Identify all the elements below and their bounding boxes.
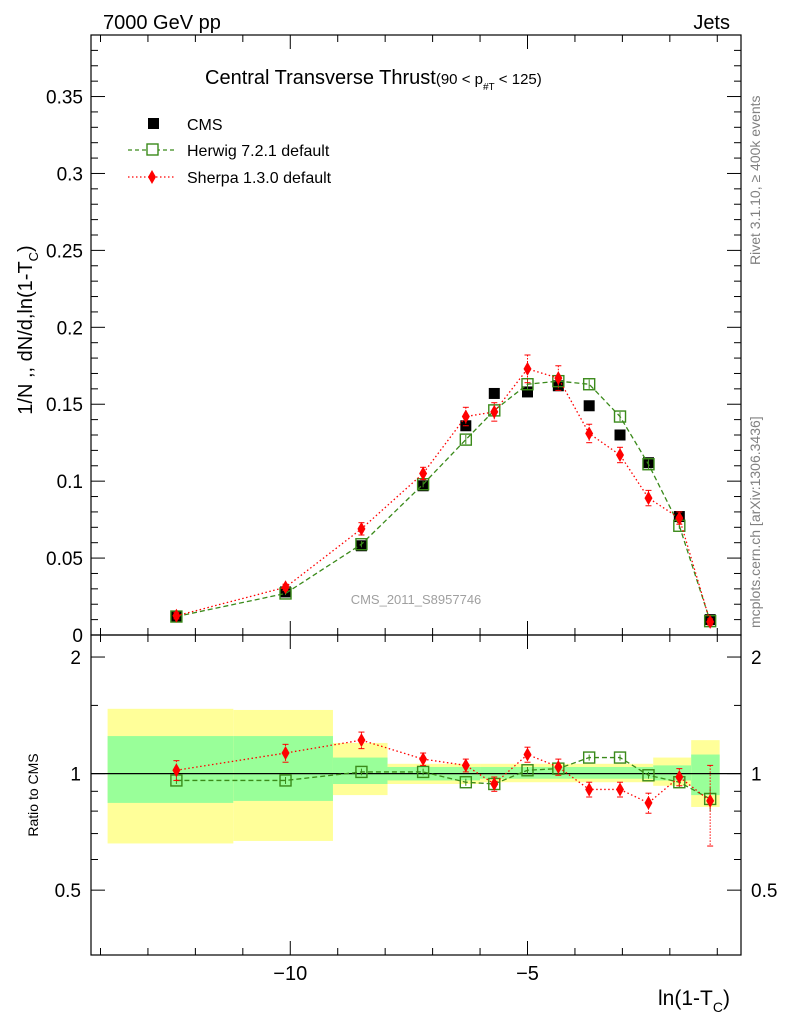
- main-ytick-label: 0.05: [46, 549, 83, 570]
- ratio-band-green-0: [107, 736, 234, 803]
- main-herwig-point: [582, 378, 596, 391]
- ratio-ytick-label-left: 1: [70, 765, 81, 786]
- x-label-sub: C: [713, 999, 723, 1015]
- chart-title-main: Central Transverse Thrust: [205, 67, 436, 89]
- x-tick-label: −5: [516, 963, 539, 985]
- ratio-sherpa-point: [644, 795, 653, 810]
- ratio-sherpa-point: [172, 763, 181, 778]
- legend-marker-sherpa: [148, 170, 156, 184]
- ratio-sherpa-point: [490, 776, 499, 791]
- main-ytick-label: 0: [72, 626, 83, 647]
- main-cms-point: [488, 387, 500, 399]
- legend-marker-herwig: [146, 143, 159, 156]
- main-herwig-point: [355, 538, 368, 551]
- main-herwig-point: [642, 458, 655, 471]
- main-y-label-end: ): [15, 245, 37, 252]
- ratio-herwig-point: [279, 774, 292, 787]
- main-cms-point: [583, 400, 595, 412]
- ratio-sherpa-point: [616, 782, 625, 797]
- ratio-ytick-label-right: 2: [751, 648, 762, 669]
- chart-title-range: (90 < p: [436, 71, 483, 88]
- chart-title: Central Transverse Thrust(90 < p#T < 125…: [205, 67, 542, 93]
- main-sherpa-line: [176, 368, 711, 623]
- ratio-herwig-point: [416, 765, 430, 779]
- x-tick-label: −10: [273, 963, 307, 985]
- ratio-herwig-point: [521, 764, 534, 777]
- ratio-ytick-label-right: 1: [751, 765, 762, 786]
- main-sherpa-point: [172, 608, 181, 623]
- ratio-herwig-point: [613, 751, 627, 764]
- ratio-uncertainty-bands: [107, 708, 720, 844]
- energy-label: 7000 GeV pp: [103, 12, 221, 34]
- main-sherpa-point: [585, 426, 594, 441]
- main-ytick-label: 0.25: [46, 241, 83, 262]
- x-label-end: ): [723, 987, 730, 1010]
- main-ytick-label: 0.1: [57, 472, 83, 493]
- main-cms-point: [521, 386, 533, 398]
- ratio-band-green-6: [691, 754, 720, 796]
- ratio-herwig-point: [582, 751, 596, 764]
- main-sherpa-point: [616, 448, 625, 462]
- ratio-sherpa-point: [675, 769, 684, 784]
- main-sherpa-point: [554, 371, 563, 386]
- ratio-sherpa-point: [523, 747, 532, 762]
- legend-label-cms: CMS: [187, 117, 223, 134]
- ratio-sherpa-point: [554, 759, 563, 774]
- main-sherpa-point: [675, 511, 684, 526]
- ratio-frame: [90, 634, 742, 956]
- main-sherpa-point: [490, 404, 499, 419]
- ratio-sherpa-point: [706, 793, 715, 808]
- ratio-sherpa-point: [281, 746, 290, 761]
- ratio-herwig-point: [355, 765, 368, 779]
- legend-label-herwig: Herwig 7.2.1 default: [187, 143, 330, 160]
- main-herwig-point: [613, 410, 627, 423]
- mcplots-label: mcplots.cern.ch [arXiv:1306.3436]: [747, 416, 763, 628]
- chart-title-range-end: < 125): [495, 71, 542, 88]
- main-sherpa-point: [461, 409, 470, 424]
- ratio-ytick-label-left: 2: [70, 648, 81, 669]
- ratio-ytick-label-left: 0.5: [55, 881, 81, 902]
- main-sherpa-point: [706, 614, 715, 629]
- ratio-band-green-1: [233, 736, 333, 801]
- main-ytick-label: 0.15: [46, 395, 83, 416]
- ratio-herwig-point: [642, 769, 655, 782]
- main-herwig-point: [459, 433, 473, 446]
- main-herwig-point: [521, 378, 534, 391]
- legend: CMS Herwig 7.2.1 default Sherpa 1.3.0 de…: [128, 117, 332, 187]
- main-series-layer: [170, 354, 717, 629]
- ratio-herwig-point: [459, 776, 473, 789]
- legend-label-sherpa: Sherpa 1.3.0 default: [187, 170, 332, 187]
- ratio-sherpa-point: [419, 752, 428, 767]
- main-ytick-label: 0.35: [46, 88, 83, 109]
- ratio-y-axis-label: Ratio to CMS: [25, 753, 41, 836]
- ratio-sherpa-point: [461, 758, 470, 773]
- analysis-watermark: CMS_2011_S8957746: [351, 592, 482, 607]
- main-sherpa-point: [419, 466, 428, 481]
- main-cms-point: [614, 429, 626, 441]
- rivet-label: Rivet 3.1.10, ≥ 400k events: [747, 95, 763, 265]
- main-y-axis-label: 1/N ,, dN/d,ln(1-TC): [15, 245, 41, 414]
- ratio-series-layer: [170, 731, 717, 847]
- main-ytick-label: 0.3: [57, 164, 83, 185]
- chart-title-index: #T: [483, 82, 495, 93]
- main-sherpa-point: [281, 580, 290, 595]
- main-ytick-label: 0.2: [57, 318, 83, 339]
- ratio-axes: 0.5 0.5 1 1 2 2 −10 −5: [55, 634, 777, 985]
- main-sherpa-point: [357, 521, 366, 536]
- main-sherpa-point: [523, 361, 532, 376]
- main-y-label-text: 1/N ,, dN/d,ln(1-T: [15, 261, 37, 414]
- process-label: Jets: [693, 12, 730, 34]
- main-sherpa-point: [644, 491, 653, 506]
- ratio-band-green-2: [332, 757, 388, 784]
- ratio-sherpa-point: [585, 782, 594, 797]
- x-axis-label: ln(1-TC): [658, 987, 730, 1015]
- legend-marker-cms: [148, 118, 159, 129]
- main-y-label-sub: C: [26, 252, 41, 261]
- ratio-ytick-label-right: 0.5: [751, 881, 777, 902]
- x-label-text: ln(1-T: [658, 987, 713, 1010]
- ratio-sherpa-point: [357, 733, 366, 748]
- main-herwig-line: [176, 380, 711, 622]
